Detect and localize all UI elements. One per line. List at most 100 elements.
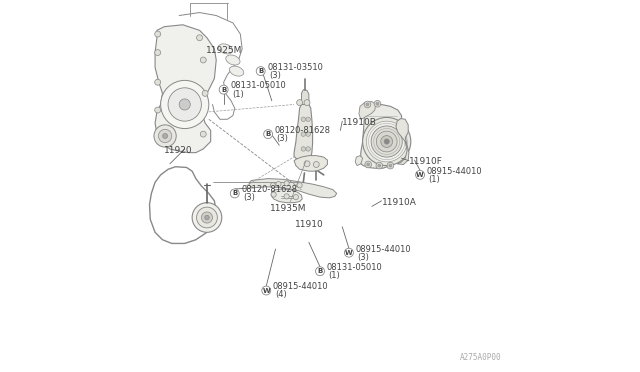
Text: 08131-05010: 08131-05010	[326, 263, 383, 272]
Circle shape	[163, 134, 168, 138]
Circle shape	[205, 215, 209, 220]
Circle shape	[179, 99, 190, 110]
Text: B: B	[266, 131, 271, 137]
Polygon shape	[294, 103, 312, 161]
Polygon shape	[271, 189, 302, 203]
Text: 11925M: 11925M	[205, 46, 242, 55]
Polygon shape	[249, 179, 337, 198]
Text: (1): (1)	[429, 175, 440, 184]
Circle shape	[363, 118, 411, 166]
Circle shape	[271, 192, 276, 197]
Circle shape	[155, 79, 161, 85]
Circle shape	[168, 88, 202, 121]
Circle shape	[374, 100, 381, 107]
Circle shape	[415, 170, 424, 179]
Circle shape	[293, 195, 298, 200]
Text: 08120-81628: 08120-81628	[275, 126, 331, 135]
Polygon shape	[294, 155, 328, 171]
Circle shape	[389, 164, 392, 167]
Text: B: B	[221, 87, 227, 93]
Ellipse shape	[218, 44, 232, 54]
Circle shape	[344, 248, 353, 257]
Circle shape	[384, 139, 389, 144]
Text: 11935M: 11935M	[270, 204, 307, 213]
Text: 11910A: 11910A	[381, 198, 417, 207]
Text: (4): (4)	[275, 291, 287, 299]
Circle shape	[200, 131, 206, 137]
Circle shape	[306, 147, 310, 151]
Circle shape	[304, 161, 310, 167]
Circle shape	[192, 203, 222, 232]
Circle shape	[381, 136, 392, 147]
Circle shape	[316, 267, 324, 276]
Text: 11910: 11910	[294, 221, 323, 230]
Ellipse shape	[226, 55, 240, 65]
Circle shape	[306, 132, 310, 137]
Circle shape	[270, 183, 276, 188]
Circle shape	[306, 117, 310, 122]
Circle shape	[301, 117, 305, 122]
Circle shape	[154, 125, 176, 147]
Circle shape	[366, 121, 407, 162]
Text: 08131-05010: 08131-05010	[230, 81, 286, 90]
Circle shape	[264, 130, 273, 138]
Circle shape	[365, 161, 371, 168]
Polygon shape	[359, 102, 376, 119]
Text: (3): (3)	[243, 193, 255, 202]
Circle shape	[387, 162, 394, 169]
Circle shape	[230, 189, 239, 198]
Circle shape	[378, 164, 381, 167]
Circle shape	[301, 147, 305, 151]
Circle shape	[256, 67, 265, 76]
Polygon shape	[155, 25, 216, 153]
Circle shape	[376, 102, 379, 105]
Text: 08915-44010: 08915-44010	[427, 167, 483, 176]
Text: 08120-81628: 08120-81628	[241, 185, 298, 194]
Circle shape	[366, 103, 369, 106]
Circle shape	[297, 183, 302, 188]
Text: (3): (3)	[357, 253, 369, 262]
Text: 08915-44010: 08915-44010	[273, 282, 328, 291]
Circle shape	[202, 90, 208, 96]
Circle shape	[202, 212, 212, 223]
Circle shape	[297, 100, 303, 106]
Text: (1): (1)	[232, 90, 244, 99]
Text: (3): (3)	[269, 71, 281, 80]
Circle shape	[276, 182, 281, 187]
Circle shape	[161, 80, 209, 129]
Circle shape	[376, 162, 383, 169]
Text: B: B	[258, 68, 263, 74]
Polygon shape	[301, 90, 309, 105]
Circle shape	[262, 286, 271, 295]
Circle shape	[155, 107, 161, 113]
Text: 11920: 11920	[164, 146, 193, 155]
Circle shape	[367, 163, 370, 166]
Text: B: B	[317, 268, 323, 274]
Text: B: B	[232, 190, 237, 196]
Circle shape	[304, 100, 310, 106]
Ellipse shape	[230, 66, 244, 76]
Circle shape	[284, 181, 289, 186]
Text: 08131-03510: 08131-03510	[268, 63, 323, 72]
Circle shape	[159, 129, 172, 142]
Polygon shape	[361, 105, 401, 168]
Text: 11910F: 11910F	[409, 157, 443, 166]
Circle shape	[155, 49, 161, 55]
Text: W: W	[345, 250, 353, 256]
Circle shape	[284, 194, 289, 199]
Circle shape	[364, 101, 371, 108]
Circle shape	[371, 126, 403, 157]
Text: 11910B: 11910B	[342, 119, 377, 128]
Text: (3): (3)	[276, 134, 289, 143]
Text: 08915-44010: 08915-44010	[356, 244, 412, 253]
Polygon shape	[396, 119, 409, 164]
Circle shape	[155, 31, 161, 37]
Text: W: W	[262, 288, 270, 294]
Circle shape	[196, 207, 218, 228]
Circle shape	[200, 57, 206, 63]
Circle shape	[314, 161, 319, 167]
Polygon shape	[355, 155, 363, 166]
Circle shape	[376, 131, 397, 152]
Circle shape	[196, 35, 202, 41]
Circle shape	[219, 85, 228, 94]
